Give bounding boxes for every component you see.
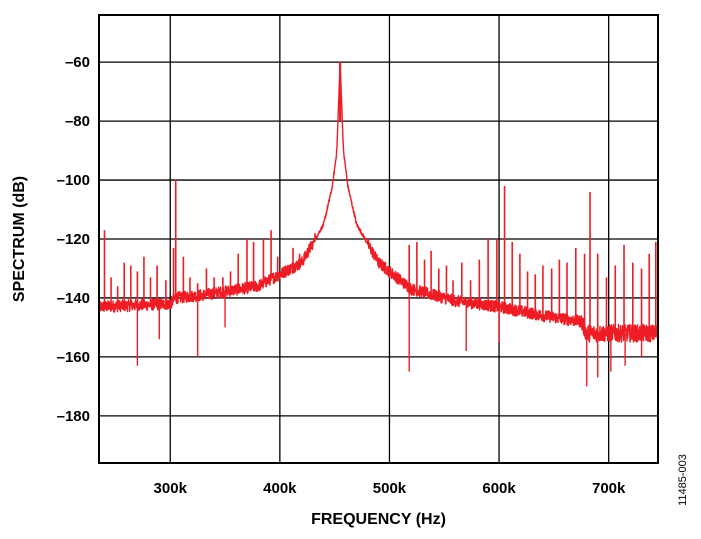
x-axis-label: FREQUENCY (Hz) [311,511,446,528]
x-tick-label: 400k [263,480,297,497]
x-tick-label: 300k [154,480,188,497]
spectrum-noise-trace [99,63,658,343]
y-tick-label: –140 [57,290,90,307]
y-tick-label: –180 [57,408,90,425]
x-tick-label: 700k [592,480,626,497]
spectrum-trace-layer [99,62,658,387]
y-axis-label: SPECTRUM (dB) [11,176,28,302]
x-tick-label: 500k [373,480,407,497]
y-tick-label: –160 [57,349,90,366]
y-tick-label: –120 [57,231,90,248]
figure-id: 11485-003 [677,454,689,506]
x-tick-label: 600k [482,480,516,497]
y-tick-labels: –60 –80 –100 –120 –140 –160 –180 [57,54,90,425]
y-tick-label: –60 [65,54,90,71]
y-tick-label: –100 [57,172,90,189]
plot-frame [98,14,659,464]
x-tick-labels: 300k 400k 500k 600k 700k [154,480,626,497]
y-tick-label: –80 [65,113,90,130]
grid-lines [99,15,658,463]
